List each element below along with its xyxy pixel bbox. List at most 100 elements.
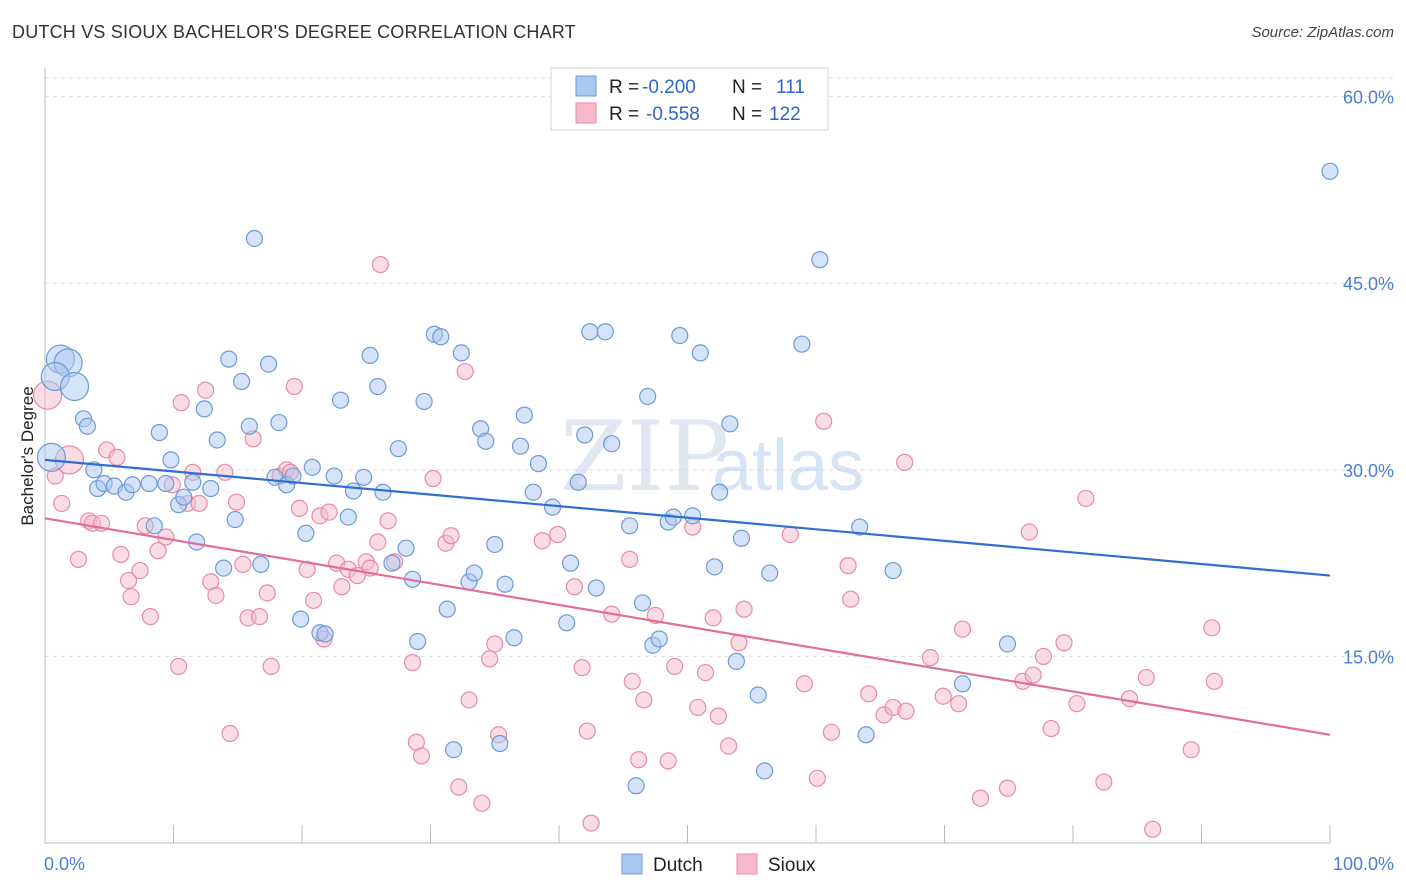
sioux-point: [897, 702, 915, 720]
dutch-point: [355, 468, 373, 486]
sioux-point: [549, 525, 567, 544]
sioux-point: [481, 650, 499, 668]
sioux-point: [659, 752, 677, 770]
dutch-point: [325, 467, 343, 485]
sioux-point: [473, 794, 491, 812]
dutch-point: [755, 762, 774, 780]
sioux-point: [320, 503, 338, 521]
dutch-point: [303, 458, 321, 476]
dutch-point: [596, 323, 614, 341]
sioux-point: [815, 412, 833, 430]
dutch-point: [233, 372, 251, 391]
dutch-point: [184, 473, 202, 491]
dutch-point: [587, 579, 605, 597]
legend-r-value-sioux: -0.558: [646, 104, 700, 125]
sioux-point: [635, 691, 653, 709]
chart-title: DUTCH VS SIOUX BACHELOR'S DEGREE CORRELA…: [12, 22, 576, 42]
dutch-point: [215, 559, 233, 577]
sioux-point: [131, 561, 149, 580]
bottom-legend-dutch: Dutch: [653, 855, 703, 876]
dutch-points: [36, 162, 1339, 795]
dutch-point: [85, 461, 103, 479]
sioux-point: [369, 533, 387, 551]
sioux-point: [573, 659, 591, 677]
dutch-point: [175, 488, 193, 506]
dutch-point: [496, 575, 514, 593]
dutch-point: [245, 229, 264, 248]
dutch-point: [581, 323, 599, 341]
sioux-point: [1042, 719, 1060, 738]
legend-r-label-sioux: R =: [609, 104, 639, 125]
dutch-point: [292, 610, 310, 628]
legend-n-value-dutch: 111: [776, 77, 805, 98]
sioux-point: [1095, 773, 1113, 791]
dutch-point: [252, 555, 270, 573]
bottom-legend: Dutch Sioux: [621, 853, 816, 876]
sioux-point: [1020, 523, 1038, 541]
sioux-points: [32, 255, 1223, 838]
sioux-point: [808, 769, 826, 787]
sioux-point: [934, 687, 952, 705]
dutch-point: [389, 440, 407, 458]
sioux-point: [69, 550, 88, 568]
bottom-legend-sioux: Sioux: [768, 855, 816, 876]
dutch-point: [415, 392, 433, 411]
dutch-point: [511, 437, 530, 455]
dutch-point: [374, 483, 392, 501]
dutch-point: [477, 432, 495, 450]
sioux-point: [1024, 666, 1042, 684]
sioux-point: [424, 469, 442, 488]
watermark-zip: ZIP: [560, 401, 729, 513]
sioux-point: [1203, 619, 1221, 637]
sioux-point: [1068, 695, 1086, 713]
dutch-point: [639, 387, 657, 406]
sioux-point: [1055, 634, 1073, 652]
dutch-point: [59, 371, 90, 402]
sioux-point: [1205, 672, 1223, 690]
watermark-atlas: atlas: [712, 426, 864, 506]
sioux-point: [221, 724, 239, 743]
sioux-point: [227, 493, 246, 511]
sioux-point: [704, 609, 722, 627]
dutch-point: [195, 400, 213, 418]
legend-n-label-sioux: N =: [732, 104, 762, 125]
sioux-point: [298, 560, 316, 578]
dutch-point: [524, 483, 542, 501]
sioux-point: [450, 778, 468, 796]
sioux-point: [442, 527, 460, 545]
sioux-point: [1034, 647, 1053, 666]
sioux-point: [896, 453, 914, 471]
dutch-point: [705, 558, 724, 576]
sioux-point: [950, 695, 968, 713]
sioux-point: [842, 590, 860, 608]
dutch-point: [721, 415, 739, 433]
dutch-point: [297, 524, 315, 542]
legend-swatch-dutch: [575, 75, 597, 97]
sioux-point: [149, 542, 167, 560]
sioux-point: [412, 747, 431, 765]
sioux-point: [1144, 820, 1162, 838]
dutch-point: [711, 483, 729, 501]
dutch-point: [369, 377, 387, 396]
sioux-point: [1077, 489, 1095, 508]
dutch-point: [998, 635, 1017, 653]
x-tick-label-min: 0.0%: [44, 854, 85, 874]
dutch-point: [157, 474, 175, 493]
dutch-point: [749, 686, 767, 704]
sioux-point: [971, 789, 990, 807]
sioux-trend-line: [44, 517, 1331, 736]
bottom-legend-swatch-sioux: [736, 853, 758, 875]
sioux-point: [696, 663, 715, 682]
dutch-point: [383, 554, 401, 572]
sioux-point: [1137, 668, 1155, 687]
dutch-point: [505, 629, 523, 647]
dutch-point: [409, 632, 427, 651]
sioux-point: [207, 586, 225, 605]
sioux-point: [216, 463, 234, 481]
sioux-point: [53, 494, 71, 513]
sioux-point: [262, 657, 280, 675]
sioux-point: [333, 578, 351, 596]
dutch-point: [569, 473, 587, 491]
dutch-point: [851, 518, 869, 536]
